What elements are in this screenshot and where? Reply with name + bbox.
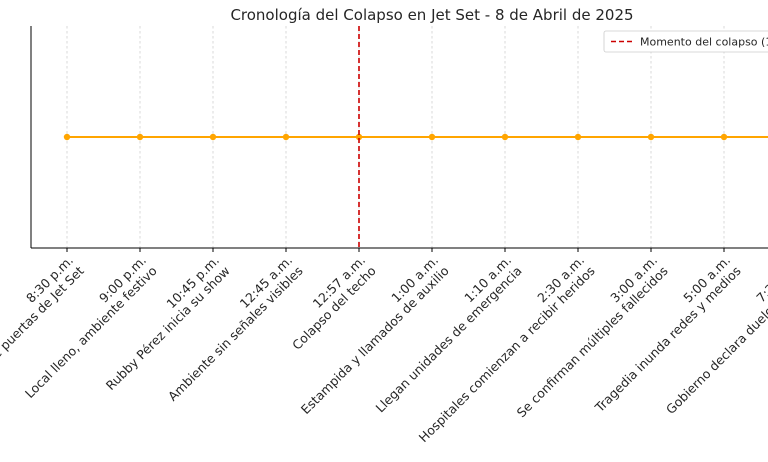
series-point — [282, 133, 290, 141]
chart-title: Cronología del Colapso en Jet Set - 8 de… — [230, 6, 633, 24]
axes-layer — [30, 26, 768, 249]
series-point — [63, 133, 71, 141]
series-point — [209, 133, 217, 141]
series-point — [355, 133, 363, 141]
series-layer — [63, 133, 768, 141]
x-tick-label-line: Se confirman múltiples fallecidos — [514, 263, 671, 420]
x-tick-label: 10:45 p.m.Rubby Pérez inicia su show — [92, 253, 233, 394]
series-point — [136, 133, 144, 141]
legend: Momento del colapso (12:57 a.m.) — [603, 30, 768, 53]
series-point — [501, 133, 509, 141]
legend-label: Momento del colapso (12:57 a.m.) — [640, 36, 768, 49]
series-point — [428, 133, 436, 141]
x-tick-label-line: 7:30 a.m. — [753, 253, 768, 306]
x-tick-label-line: Llegan unidades de emergencia — [373, 263, 525, 415]
series-point — [647, 133, 655, 141]
tick-layer: 8:30 p.m.Apertura de puertas de Jet Set9… — [0, 248, 768, 445]
x-tick-label-line: Estampida y llamados de auxilio — [298, 263, 452, 417]
legend-box — [603, 30, 768, 53]
series-point — [720, 133, 728, 141]
series-point — [574, 133, 582, 141]
x-tick-label-line: Tragedia inunda redes y medios — [591, 263, 743, 415]
